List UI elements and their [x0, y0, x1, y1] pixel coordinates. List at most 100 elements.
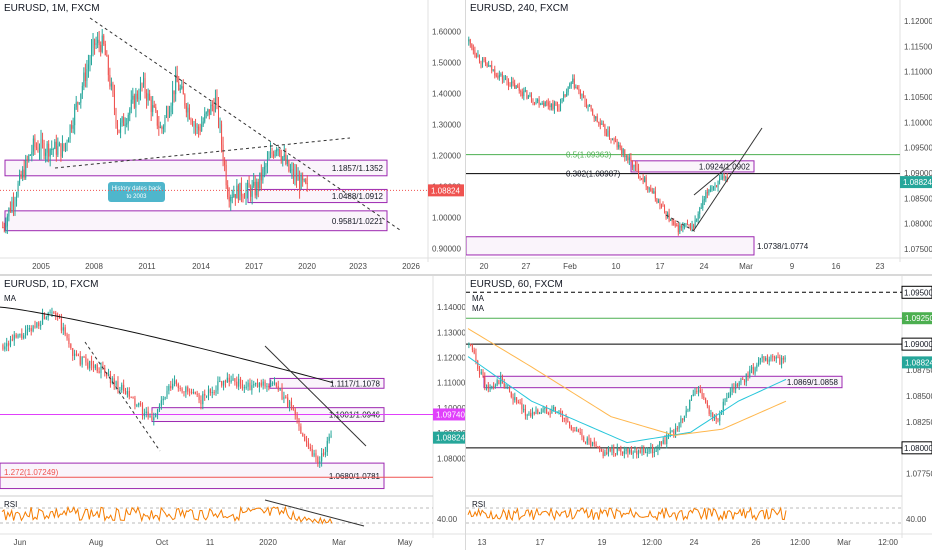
candle-body [84, 72, 86, 81]
candle-body [45, 317, 47, 320]
candle-body [16, 195, 18, 202]
candle-body [664, 205, 666, 212]
candle-body [52, 148, 54, 150]
chart-panel-240[interactable]: 1.12000 1.11500 1.11000 1.10500 1.10000 1.095… [466, 0, 932, 274]
x-tick-label: 9 [790, 262, 795, 271]
chart-panel-monthly[interactable]: 1.600001.500001.400001.300001.200001.100… [0, 0, 465, 274]
candle-body [511, 81, 513, 87]
candle-body [243, 387, 245, 389]
candle-body [90, 360, 93, 366]
y-tick-label: 1.10000 [904, 118, 932, 127]
candle-body [582, 93, 584, 97]
candle-body [613, 138, 615, 141]
candle-body [61, 143, 63, 157]
candle-body [574, 430, 576, 432]
x-tick-label: Oct [156, 538, 169, 547]
candle-body [25, 159, 27, 178]
candle-body [121, 384, 123, 390]
candle-body [636, 166, 638, 169]
price-tag-label: 1.08000 [904, 444, 932, 453]
price-tag [901, 285, 932, 299]
candle-body [249, 382, 251, 391]
candle-body [486, 63, 488, 67]
candle-body [185, 105, 187, 113]
chart-canvas-240[interactable]: 1.12000 1.11500 1.11000 1.10500 1.10000 1.095… [466, 0, 932, 274]
candle-body [470, 343, 472, 346]
candle-body [654, 191, 656, 199]
candle-body [614, 453, 617, 455]
candle-body [74, 107, 76, 126]
candle-body [135, 93, 137, 108]
candle-body [11, 201, 13, 212]
chart-canvas-monthly[interactable]: 1.600001.500001.400001.300001.200001.100… [0, 0, 465, 274]
candle-body [283, 154, 285, 157]
candle-body [253, 384, 255, 386]
rsi-level-label: 40.00 [906, 515, 927, 524]
candle-body [244, 197, 246, 199]
candle-body [728, 396, 730, 398]
price-tag [433, 431, 465, 444]
candle-body [486, 385, 488, 387]
candle-body [254, 181, 256, 196]
candle-body [49, 312, 51, 314]
candle-body [761, 356, 763, 359]
candle-body [551, 409, 553, 414]
candle-body [565, 418, 567, 421]
candle-body [650, 447, 652, 449]
price-tag-label: 1.09000 [904, 340, 932, 349]
candle-body [577, 430, 579, 433]
candle-body [775, 356, 777, 359]
candle-body [140, 403, 142, 405]
candle-body [747, 373, 749, 377]
candle-body [541, 103, 543, 105]
candle-body [552, 103, 554, 110]
candle-body [270, 382, 272, 387]
candle-body [694, 220, 696, 228]
horizontal-divider[interactable] [0, 274, 932, 276]
candle-body [55, 312, 57, 316]
candle-body [208, 109, 210, 115]
candle-body [517, 85, 519, 88]
rsi-label: RSI [472, 500, 485, 509]
chart-canvas-60[interactable]: 1.08750 1.08500 1.08250 1.07750 13 17 19 12:00 2… [466, 276, 932, 550]
candle-body [716, 185, 718, 188]
trend-line [84, 341, 161, 452]
candle-body [275, 382, 277, 387]
candle-body [280, 155, 282, 161]
candle-body [72, 125, 74, 129]
candle-body [143, 78, 145, 85]
candle-body [566, 92, 568, 97]
y-tick-label: 1.11500 [904, 42, 932, 51]
candle-body [159, 127, 161, 129]
candle-body [682, 226, 684, 228]
y-tick-label: 1.10000 [437, 404, 465, 413]
candle-body [162, 398, 164, 401]
candle-body [283, 396, 285, 400]
candle-body [579, 432, 581, 434]
candle-body [602, 123, 604, 125]
candle-body [639, 176, 641, 179]
candle-body [189, 391, 191, 393]
candle-body [134, 398, 136, 406]
candle-body [590, 105, 592, 110]
candle-body [250, 187, 252, 197]
candle-body [698, 389, 700, 392]
chart-canvas-daily[interactable]: 1.140001.130001.120001.110001.100001.090… [0, 276, 465, 550]
y-tick-label: 1.08250 [906, 418, 932, 427]
candle-body [518, 87, 520, 91]
candle-body [80, 93, 82, 103]
candle-body [705, 398, 707, 403]
candle-body [682, 418, 684, 421]
x-tick-label: Mar [332, 538, 346, 547]
chart-panel-60[interactable]: 1.08750 1.08500 1.08250 1.07750 13 17 19 12:00 2… [466, 276, 932, 550]
x-tick-label: 12:00 [790, 538, 811, 547]
candle-body [637, 450, 640, 455]
candle-body [165, 110, 167, 118]
x-tick-label: 2017 [245, 262, 263, 271]
chart-panel-daily[interactable]: 1.140001.130001.120001.110001.100001.090… [0, 276, 465, 550]
candle-body [268, 386, 270, 388]
candle-body [711, 187, 713, 190]
candle-body [631, 160, 633, 168]
candle-body [595, 116, 597, 119]
callout-text: to 2003 [126, 194, 147, 200]
